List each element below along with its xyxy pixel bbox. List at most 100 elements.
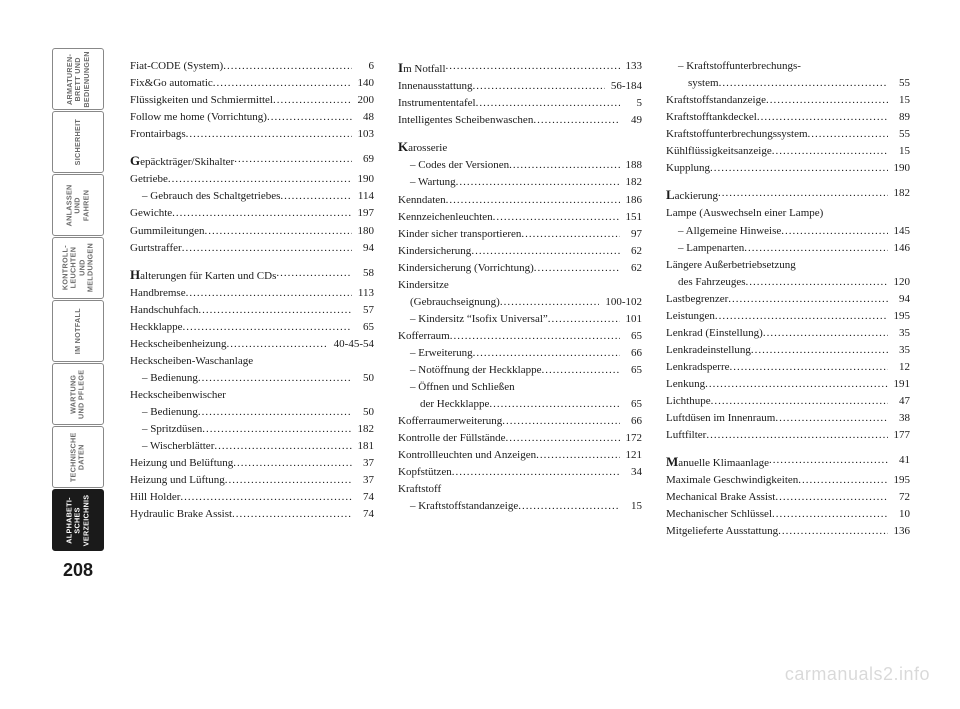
entry-text: Manuelle Klimaanlage — [666, 452, 769, 472]
entry-page: 47 — [888, 393, 910, 410]
index-entry: Heckscheibenheizung40-45-54 — [130, 336, 374, 353]
entry-text: Kraftstoffstandanzeige — [666, 92, 766, 109]
entry-text: Innenausstattung — [398, 78, 473, 95]
entry-page: 58 — [352, 265, 374, 285]
index-entry: Lenkrad (Einstellung)35 — [666, 325, 910, 342]
entry-dots — [769, 452, 888, 472]
entry-text: Heckklappe — [130, 319, 183, 336]
entry-page: 133 — [620, 58, 643, 78]
entry-text: Lackierung — [666, 185, 718, 205]
entry-dots — [728, 291, 888, 308]
entry-dots — [775, 410, 888, 427]
entry-dots — [705, 376, 887, 393]
index-entry: – Allgemeine Hinweise145 — [666, 223, 910, 240]
index-entry: Kraftstofftankdeckel89 — [666, 109, 910, 126]
entry-text: Lichthupe — [666, 393, 711, 410]
entry-dots — [766, 92, 888, 109]
page-number: 208 — [52, 560, 104, 581]
entry-dots — [473, 78, 605, 95]
sidebar-tab-6[interactable]: TECHNISCHE DATEN — [52, 426, 104, 488]
sidebar-tab-0[interactable]: ARMATUREN- BRETT UND BEDIENUNGEN — [52, 48, 104, 110]
entry-page: 94 — [352, 240, 374, 257]
entry-text: Kraftstoffunterbrechungssystem — [666, 126, 808, 143]
entry-page: 72 — [888, 489, 910, 506]
entry-text: Hill Holder — [130, 489, 180, 506]
entry-page: 113 — [352, 285, 374, 302]
entry-dots — [214, 438, 351, 455]
index-entry: – Erweiterung66 — [398, 345, 642, 362]
index-entry: Kenndaten186 — [398, 192, 642, 209]
sidebar-tab-2[interactable]: ANLASSEN UND FAHREN — [52, 174, 104, 236]
entry-dots — [808, 126, 888, 143]
index-entry: – Kraftstoffstandanzeige15 — [398, 498, 642, 515]
entry-dots — [172, 205, 351, 222]
entry-dots — [223, 58, 352, 75]
entry-page: 15 — [888, 92, 910, 109]
sidebar-tab-3[interactable]: KONTROLL- LEUCHTEN UND MELDUNGEN — [52, 237, 104, 299]
entry-page: 37 — [352, 455, 374, 472]
sidebar-tab-4[interactable]: IM NOTFALL — [52, 300, 104, 362]
entry-dots — [778, 523, 887, 540]
entry-dots — [186, 285, 352, 302]
sidebar-tab-5[interactable]: WARTUNG UND PFLEGE — [52, 363, 104, 425]
entry-dots — [757, 109, 888, 126]
entry-dots — [781, 223, 887, 240]
entry-dots — [706, 427, 887, 444]
entry-text: Heckscheiben-Waschanlage — [130, 353, 253, 370]
index-entry: Kontrollleuchten und Anzeigen121 — [398, 447, 642, 464]
entry-text: (Gebrauchseignung) — [398, 294, 500, 311]
entry-cap: H — [130, 267, 140, 282]
entry-text: Follow me home (Vorrichtung) — [130, 109, 267, 126]
entry-text: Kontrolle der Füllstände — [398, 430, 506, 447]
entry-dots — [182, 240, 352, 257]
index-entry: Im Notfall133 — [398, 58, 642, 78]
entry-dots — [534, 260, 620, 277]
index-entry: Mechanischer Schlüssel10 — [666, 506, 910, 523]
entry-dots — [548, 311, 620, 328]
entry-text: – Bedienung — [130, 370, 198, 387]
spacer — [398, 129, 642, 137]
entry-dots — [751, 342, 888, 359]
entry-page: 89 — [888, 109, 910, 126]
index-entry: Kofferraum65 — [398, 328, 642, 345]
entry-dots — [227, 336, 328, 353]
entry-text: Längere Außerbetriebsetzung — [666, 257, 796, 274]
entry-page: 101 — [620, 311, 643, 328]
entry-page: 74 — [352, 506, 374, 523]
entry-page: 177 — [888, 427, 911, 444]
index-entry: Kindersicherung (Vorrichtung)62 — [398, 260, 642, 277]
entry-text: Kenndaten — [398, 192, 446, 209]
entry-text: – Wartung — [398, 174, 456, 191]
index-entry: – Lampenarten146 — [666, 240, 910, 257]
entry-page: 145 — [888, 223, 911, 240]
entry-text: Lenkrad (Einstellung) — [666, 325, 763, 342]
sidebar-tab-1[interactable]: SICHERHEIT — [52, 111, 104, 173]
entry-text: Fix&Go automatic — [130, 75, 213, 92]
entry-page: 15 — [620, 498, 642, 515]
index-entry: – Bedienung50 — [130, 370, 374, 387]
entry-text: Gewichte — [130, 205, 172, 222]
entry-text: Fiat-CODE (System) — [130, 58, 223, 75]
index-entry: Fix&Go automatic140 — [130, 75, 374, 92]
index-entry: Maximale Geschwindigkeiten195 — [666, 472, 910, 489]
entry-page: 41 — [888, 452, 910, 472]
entry-text: system — [666, 75, 719, 92]
index-entry: Heckklappe65 — [130, 319, 374, 336]
entry-dots — [798, 472, 887, 489]
entry-page: 34 — [620, 464, 642, 481]
entry-page: 190 — [352, 171, 375, 188]
sidebar-tab-label: WARTUNG UND PFLEGE — [70, 369, 87, 419]
entry-text: – Wischerblätter — [130, 438, 214, 455]
index-column-2: – Kraftstoffunterbrechungs-system55Kraft… — [666, 58, 910, 540]
index-entry: Gurtstraffer94 — [130, 240, 374, 257]
sidebar-tab-7[interactable]: ALPHABETI- SCHES VERZEICHNIS — [52, 489, 104, 551]
entry-text: Mitgelieferte Ausstattung — [666, 523, 778, 540]
sidebar-tab-label: SICHERHEIT — [74, 117, 82, 167]
entry-text: Luftdüsen im Innenraum — [666, 410, 775, 427]
index-entry: Frontairbags103 — [130, 126, 374, 143]
entry-page: 200 — [352, 92, 375, 109]
entry-dots — [763, 325, 888, 342]
index-entry: – Wartung182 — [398, 174, 642, 191]
entry-page: 100-102 — [599, 294, 642, 311]
entry-page: 197 — [352, 205, 375, 222]
